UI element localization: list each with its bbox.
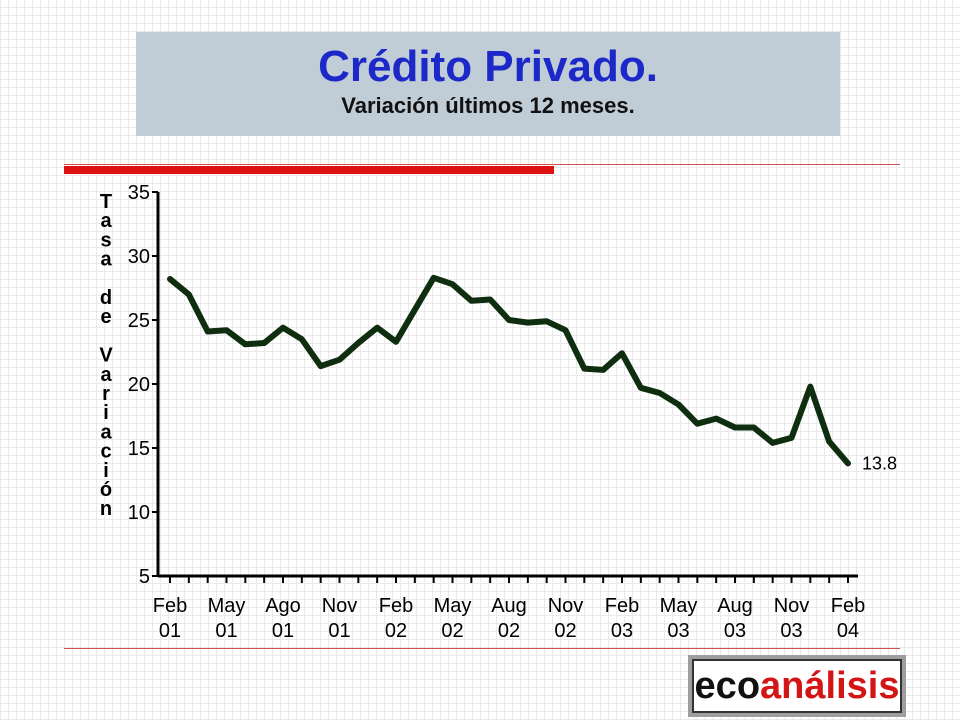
page-title: Crédito Privado. [318, 42, 658, 91]
y-axis-label-char: i [103, 402, 109, 424]
x-tick-label-year: 01 [328, 620, 350, 642]
y-axis-label-char: a [100, 421, 112, 443]
x-tick-label-year: 01 [272, 620, 294, 642]
y-axis-label-char: d [100, 287, 112, 309]
page-subtitle: Variación últimos 12 meses. [341, 93, 635, 118]
series: 13.8 [167, 274, 897, 473]
x-tick-label-year: 02 [385, 620, 407, 642]
accent-bar [64, 166, 554, 174]
x-tick-label-year: 03 [724, 620, 746, 642]
y-axis-label-char: a [100, 210, 112, 232]
y-ticks: 5 10 15 20 25 30 35 [128, 182, 158, 588]
x-tick-label-year: 03 [667, 620, 689, 642]
x-tick-label-year: 02 [441, 620, 463, 642]
x-tick-label-month: Nov [774, 595, 810, 617]
y-tick-label: 25 [128, 310, 150, 332]
axes [156, 192, 858, 578]
x-tick-label-month: Feb [605, 595, 639, 617]
x-tick-label-month: Feb [831, 595, 865, 617]
y-tick-label: 10 [128, 502, 150, 524]
x-tick-label-month: May [660, 595, 698, 617]
divider-top [64, 164, 900, 165]
x-tick-label-year: 01 [159, 620, 181, 642]
y-axis-label-char: a [100, 249, 112, 271]
y-tick-label: 20 [128, 374, 150, 396]
y-axis-label-char: r [102, 383, 110, 405]
x-tick-label-year: 03 [780, 620, 802, 642]
x-tick-label-year: 02 [498, 620, 520, 642]
x-tick-label-year: 02 [554, 620, 576, 642]
y-tick-label: 5 [139, 566, 150, 588]
y-axis-label-char: e [100, 306, 111, 328]
y-axis-label-char: i [103, 460, 109, 482]
x-tick-label-month: Feb [379, 595, 413, 617]
ecoanalisis-logo: eco análisis [688, 655, 906, 717]
y-axis-label-char: s [100, 229, 111, 251]
y-tick-label: 15 [128, 438, 150, 460]
x-tick-label-month: May [434, 595, 472, 617]
x-tick-label-month: May [208, 595, 246, 617]
logo-text: eco análisis [692, 659, 902, 713]
title-box: Crédito Privado. Variación últimos 12 me… [136, 32, 840, 136]
x-tick-label-month: Aug [717, 595, 753, 617]
last-value-label: 13.8 [862, 453, 897, 473]
y-axis-label-char: V [99, 345, 113, 367]
y-axis-label-char: n [100, 498, 112, 520]
divider-bottom [64, 648, 900, 649]
y-axis-label-char: T [100, 191, 112, 213]
y-axis-label-char: c [100, 441, 111, 463]
y-axis-label-char: ó [100, 479, 112, 501]
x-tick-label-month: Nov [322, 595, 358, 617]
x-tick-label-year: 01 [215, 620, 237, 642]
logo-analisis: análisis [760, 664, 900, 707]
x-tick-label-month: Aug [491, 595, 527, 617]
x-tick-label-year: 04 [837, 620, 859, 642]
logo-eco: eco [694, 664, 761, 707]
x-tick-label-month: Feb [153, 595, 187, 617]
x-tick-label-month: Nov [548, 595, 584, 617]
x-ticks: Feb 01 May 01 Ago 01 Nov 01 Feb 02 May 02 Aug 02 Nov 02… [153, 576, 865, 642]
series-line [167, 274, 851, 467]
y-tick-label: 30 [128, 246, 150, 268]
x-tick-label-year: 03 [611, 620, 633, 642]
y-axis-label-char: a [100, 364, 112, 386]
y-tick-label: 35 [128, 182, 150, 204]
x-tick-label-month: Ago [265, 595, 301, 617]
